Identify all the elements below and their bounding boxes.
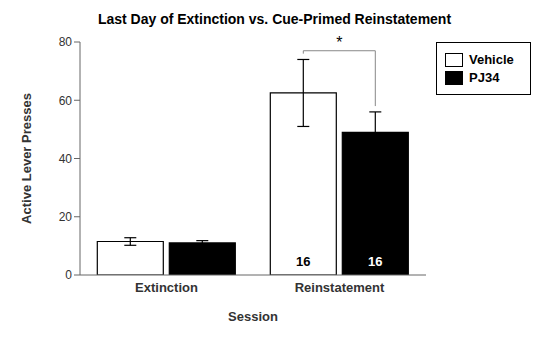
html-text:PJ34: PJ34 xyxy=(469,70,500,85)
svg-text:0: 0 xyxy=(65,268,72,282)
svg-text:Active Lever Presses: Active Lever Presses xyxy=(19,93,34,224)
svg-text:20: 20 xyxy=(59,210,73,224)
svg-text:40: 40 xyxy=(59,152,73,166)
html-text:Vehicle: Vehicle xyxy=(469,52,514,67)
svg-text:Extinction: Extinction xyxy=(135,280,198,295)
svg-text:80: 80 xyxy=(59,35,73,49)
svg-text:16: 16 xyxy=(296,254,310,269)
svg-text:Session: Session xyxy=(228,309,278,324)
svg-text:Reinstatement: Reinstatement xyxy=(295,280,385,295)
svg-text:16: 16 xyxy=(368,254,382,269)
html-text:Last Day of Extinction vs. Cue: Last Day of Extinction vs. Cue-Primed Re… xyxy=(97,11,452,27)
svg-text:60: 60 xyxy=(59,94,73,108)
svg-text:*: * xyxy=(336,34,342,51)
